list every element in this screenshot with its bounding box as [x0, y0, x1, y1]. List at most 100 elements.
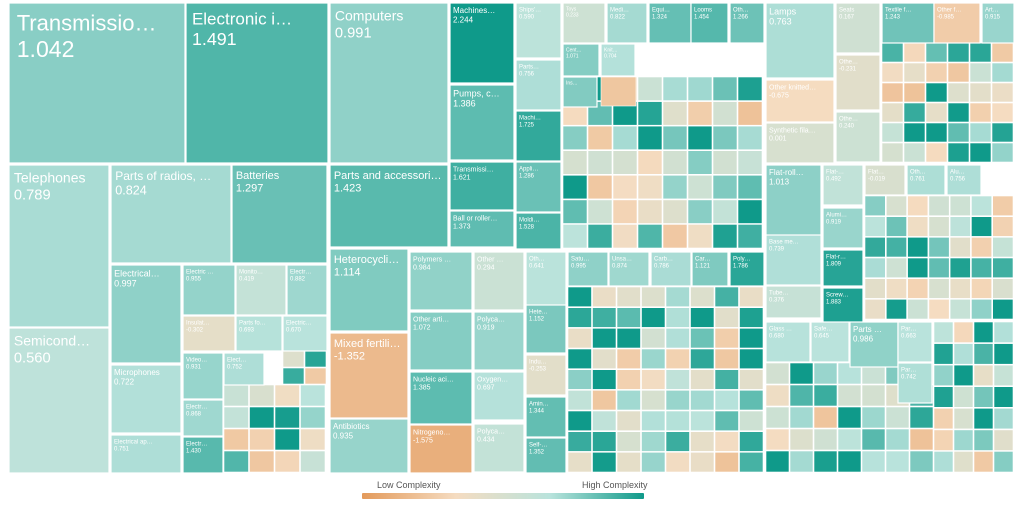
treemap-cell-rect[interactable]	[515, 161, 562, 213]
treemap-cell-rect[interactable]	[110, 364, 182, 434]
treemap-cell[interactable]: Othe…-0.231	[835, 54, 881, 111]
treemap-cell[interactable]: Parts and accessori…1.423	[329, 164, 449, 248]
treemap-cell-rect[interactable]	[449, 84, 515, 161]
treemap-cell-rect[interactable]	[286, 264, 328, 316]
treemap-cell-rect[interactable]	[449, 2, 515, 84]
treemap-cell-rect[interactable]	[897, 321, 933, 363]
treemap-cell-rect[interactable]	[182, 315, 236, 352]
treemap-cell[interactable]: Mixed fertili…-1.352	[329, 332, 409, 419]
treemap-cell[interactable]: Polyca…0.434	[473, 423, 525, 473]
treemap-cell[interactable]: Ins…	[562, 76, 598, 108]
treemap-cell[interactable]: Carb…0.786	[650, 251, 692, 287]
treemap-cell[interactable]: Parts …0.986	[849, 321, 899, 368]
treemap-cell-rect[interactable]	[329, 248, 409, 332]
treemap-cell[interactable]: Cent…1.071	[562, 43, 600, 77]
treemap-cell[interactable]: Parts of radios, …0.824	[110, 164, 232, 264]
treemap-cell-rect[interactable]	[525, 437, 567, 474]
treemap-cell[interactable]: Machines…2.244	[449, 2, 515, 84]
treemap-cell-rect[interactable]	[835, 2, 881, 54]
treemap-cell-rect[interactable]	[110, 164, 232, 264]
treemap-cell-rect[interactable]	[110, 264, 182, 364]
treemap-cell-rect[interactable]	[473, 371, 525, 421]
treemap-cell-rect[interactable]	[690, 2, 729, 44]
treemap-cell[interactable]: Self-…1.352	[525, 437, 567, 474]
treemap-cell-rect[interactable]	[897, 362, 933, 404]
treemap-cell-rect[interactable]	[515, 2, 562, 59]
treemap-cell[interactable]: Ball or roller…1.373	[449, 210, 515, 248]
treemap-cell[interactable]: Parts…0.756	[515, 59, 562, 111]
treemap-cell-rect[interactable]	[449, 161, 515, 211]
treemap-cell[interactable]: Par…0.663	[897, 321, 933, 363]
treemap-cell-rect[interactable]	[600, 43, 636, 77]
treemap-cell[interactable]: Moldi…1.528	[515, 212, 562, 250]
treemap-cell-rect[interactable]	[567, 251, 609, 287]
treemap-cell[interactable]: Parts fo…0.693	[235, 315, 283, 352]
treemap-cell-rect[interactable]	[765, 234, 822, 286]
treemap-cell[interactable]: Flat-…0.492	[822, 164, 864, 206]
treemap-cell[interactable]: Transmissi…1.621	[449, 161, 515, 211]
treemap-cell-rect[interactable]	[765, 285, 822, 319]
treemap-cell[interactable]: Hete…1.152	[525, 304, 567, 354]
treemap-cell[interactable]: Synthetic fila…0.001	[765, 122, 835, 164]
treemap-cell-rect[interactable]	[906, 164, 946, 196]
treemap-cell-rect[interactable]	[765, 2, 835, 79]
treemap-cell[interactable]: Heterocycli…1.114	[329, 248, 409, 332]
treemap-cell[interactable]: Textile f…1.243	[881, 2, 935, 44]
treemap-cell[interactable]: Monito…0.419	[235, 264, 287, 316]
treemap-cell-rect[interactable]	[933, 2, 981, 44]
treemap-cell[interactable]: Appli…1.286	[515, 161, 562, 213]
treemap-cell[interactable]: Electronic i…1.491	[185, 2, 329, 164]
treemap-cell-rect[interactable]	[182, 436, 224, 474]
treemap-cell-rect[interactable]	[409, 251, 473, 311]
treemap-cell[interactable]: Machi…1.725	[515, 110, 562, 162]
treemap-cell-rect[interactable]	[849, 321, 899, 368]
treemap-cell-rect[interactable]	[810, 321, 850, 363]
treemap-cell-rect[interactable]	[329, 164, 449, 248]
treemap-cell[interactable]: Nitrogeno…-1.575	[409, 424, 473, 474]
treemap-cell-rect[interactable]	[691, 251, 729, 287]
treemap-cell[interactable]: Polymers …0.984	[409, 251, 473, 311]
treemap-cell[interactable]: Electr…0.868	[182, 399, 224, 437]
treemap-cell[interactable]: Insulat…-0.302	[182, 315, 236, 352]
treemap-cell[interactable]: Flat…-0.019	[864, 164, 906, 196]
treemap-cell-rect[interactable]	[473, 251, 525, 311]
treemap-cell-rect[interactable]	[525, 396, 567, 438]
treemap-cell-rect[interactable]	[449, 210, 515, 248]
treemap-cell-rect[interactable]	[182, 264, 236, 316]
treemap-cell[interactable]: Other …0.294	[473, 251, 525, 311]
treemap-cell[interactable]: Nucleic aci…1.385	[409, 371, 473, 425]
treemap-cell[interactable]: Electr…0.882	[286, 264, 328, 316]
treemap-cell-rect[interactable]	[981, 2, 1015, 44]
treemap-cell-rect[interactable]	[182, 399, 224, 437]
treemap-cell[interactable]: Screw…1.883	[822, 287, 864, 325]
treemap-cell-rect[interactable]	[562, 76, 598, 108]
treemap-cell[interactable]: Semicond…0.560	[8, 327, 110, 474]
treemap-cell-rect[interactable]	[765, 79, 835, 123]
treemap-cell[interactable]: Elect…0.752	[223, 352, 265, 386]
treemap-cell-rect[interactable]	[525, 354, 567, 396]
treemap-cell[interactable]: Oth…0.761	[906, 164, 946, 196]
treemap-cell-rect[interactable]	[515, 59, 562, 111]
treemap-cell-rect[interactable]	[223, 352, 265, 386]
treemap-cell-rect[interactable]	[235, 264, 287, 316]
treemap-cell-rect[interactable]	[185, 2, 329, 164]
treemap-cell-rect[interactable]	[765, 321, 811, 363]
treemap-cell-rect[interactable]	[765, 122, 835, 164]
treemap-cell-rect[interactable]	[822, 287, 864, 325]
treemap-cell-rect[interactable]	[525, 304, 567, 354]
treemap-cell-rect[interactable]	[182, 352, 224, 400]
treemap-cell-rect[interactable]	[282, 315, 328, 352]
treemap-cell[interactable]: Alumi…0.919	[822, 207, 864, 249]
treemap-cell-rect[interactable]	[8, 327, 110, 474]
treemap-cell-rect[interactable]	[608, 251, 650, 287]
treemap-cell-rect[interactable]	[946, 164, 982, 196]
treemap-cell-rect[interactable]	[562, 43, 600, 77]
